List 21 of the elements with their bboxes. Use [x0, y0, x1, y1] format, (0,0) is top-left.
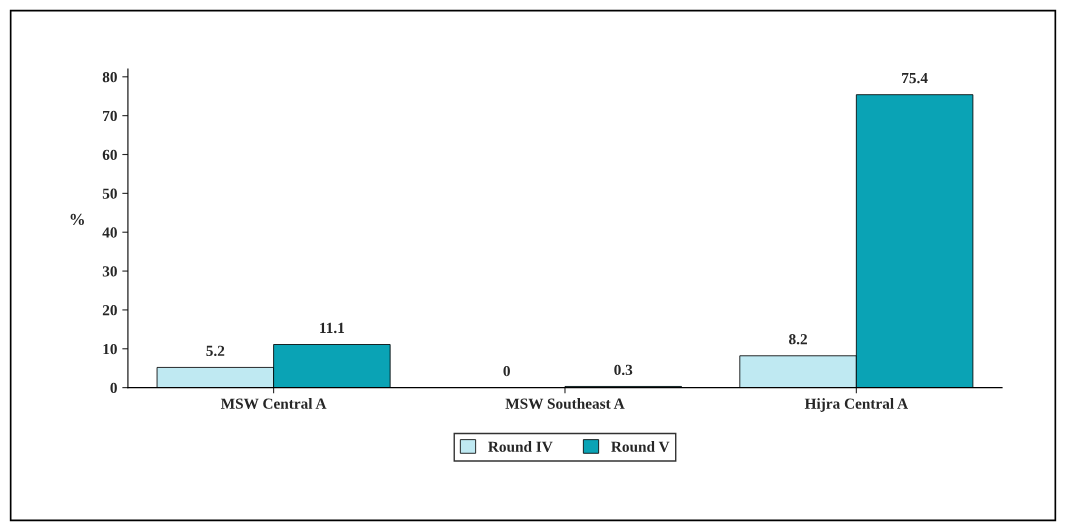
- y-tick-label: 10: [103, 343, 117, 355]
- y-tick-label: 20: [102, 305, 117, 316]
- y-axis-title: %: [70, 213, 84, 225]
- y-tick-label: 80: [102, 71, 117, 83]
- y-tick-label: 60: [102, 149, 117, 160]
- y-tick-label: 70: [103, 110, 117, 122]
- legend-label: Round IV: [488, 441, 553, 452]
- x-tick-label: MSW Southeast A: [505, 398, 625, 409]
- data-label: 5.2: [206, 345, 225, 357]
- legend-label: Round V: [611, 441, 670, 452]
- y-tick-label: 0: [110, 382, 117, 394]
- data-label: 11.1: [320, 322, 345, 334]
- y-tick-label: 30: [102, 266, 117, 277]
- y-tick-label: 40: [102, 227, 117, 238]
- data-label: 8.2: [789, 334, 807, 345]
- data-label: 0.3: [614, 364, 633, 376]
- x-tick-label: Hijra Central A: [804, 398, 909, 412]
- x-tick-label: MSW Central A: [220, 398, 327, 409]
- y-tick-label: 50: [102, 188, 117, 199]
- data-label: 75.4: [902, 73, 928, 84]
- data-label: 0: [503, 365, 510, 377]
